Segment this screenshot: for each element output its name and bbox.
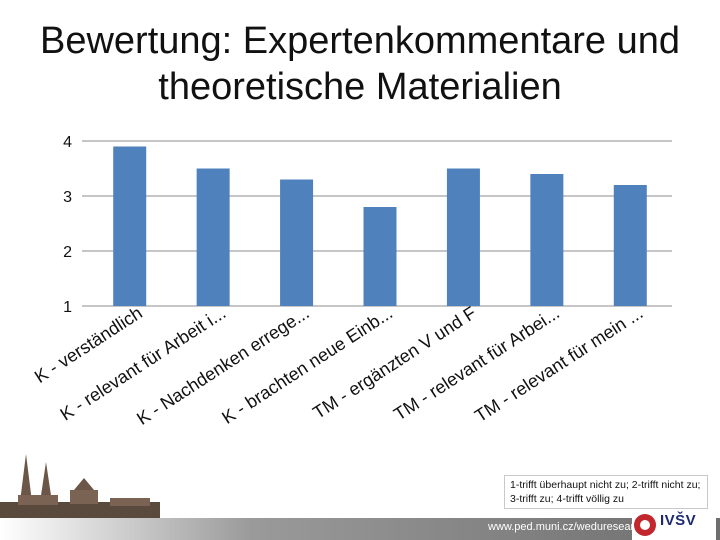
y-tick-label: 1 (63, 299, 72, 316)
logo: IVŠV (632, 510, 716, 540)
logo-icon (634, 514, 656, 536)
bar (363, 207, 397, 306)
bar (613, 185, 647, 306)
bar (113, 146, 147, 306)
footer-url: www.ped.muni.cz/weduresearch (488, 521, 646, 533)
bar (530, 174, 564, 306)
logo-text: IVŠV (660, 512, 697, 529)
y-axis-ticks: 1 2 3 4 (63, 134, 72, 316)
title-line-2: theoretische Materialien (158, 66, 562, 108)
bar (280, 179, 314, 306)
scale-note: 1-trifft überhaupt nicht zu; 2-trifft ni… (504, 475, 708, 509)
y-tick-label: 4 (63, 134, 72, 151)
y-tick-label: 3 (63, 189, 72, 206)
bar (196, 168, 230, 306)
title-line-1: Bewertung: Expertenkommentare und (39, 20, 681, 62)
slide-title: Bewertung: Expertenkommentare und theore… (0, 18, 720, 110)
bar (446, 168, 480, 306)
y-tick-label: 2 (63, 244, 72, 261)
footer-band (0, 518, 720, 540)
bars (113, 146, 647, 306)
